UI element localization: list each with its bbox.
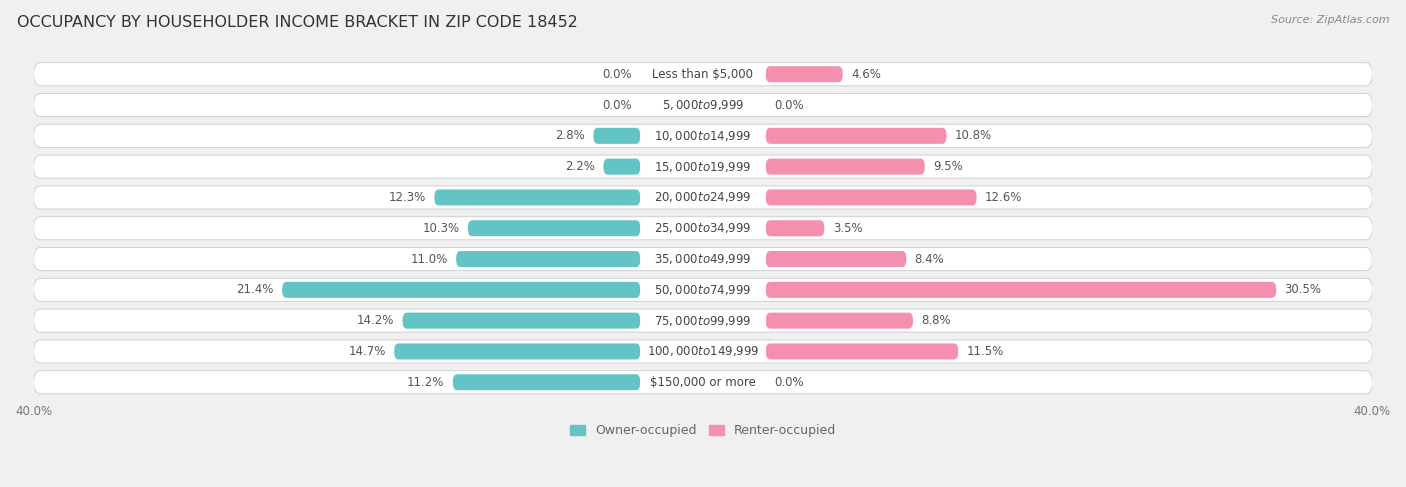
Text: 21.4%: 21.4% — [236, 283, 274, 297]
FancyBboxPatch shape — [766, 189, 977, 206]
Text: 11.5%: 11.5% — [966, 345, 1004, 358]
Text: $10,000 to $14,999: $10,000 to $14,999 — [654, 129, 752, 143]
FancyBboxPatch shape — [34, 340, 1372, 363]
FancyBboxPatch shape — [34, 247, 1372, 271]
FancyBboxPatch shape — [34, 124, 1372, 148]
FancyBboxPatch shape — [283, 282, 640, 298]
FancyBboxPatch shape — [34, 186, 1372, 209]
Text: 30.5%: 30.5% — [1285, 283, 1322, 297]
Text: 8.4%: 8.4% — [915, 253, 945, 265]
Text: 0.0%: 0.0% — [602, 68, 631, 81]
FancyBboxPatch shape — [766, 159, 925, 175]
FancyBboxPatch shape — [766, 66, 842, 82]
Text: 11.2%: 11.2% — [408, 376, 444, 389]
Text: 12.6%: 12.6% — [986, 191, 1022, 204]
FancyBboxPatch shape — [766, 251, 907, 267]
Text: 9.5%: 9.5% — [934, 160, 963, 173]
Text: $20,000 to $24,999: $20,000 to $24,999 — [654, 190, 752, 205]
Text: Less than $5,000: Less than $5,000 — [652, 68, 754, 81]
Text: $50,000 to $74,999: $50,000 to $74,999 — [654, 283, 752, 297]
FancyBboxPatch shape — [434, 189, 640, 206]
Text: $25,000 to $34,999: $25,000 to $34,999 — [654, 221, 752, 235]
Text: 2.2%: 2.2% — [565, 160, 595, 173]
FancyBboxPatch shape — [766, 220, 824, 236]
FancyBboxPatch shape — [640, 251, 766, 267]
FancyBboxPatch shape — [34, 94, 1372, 116]
FancyBboxPatch shape — [640, 97, 766, 113]
Text: $5,000 to $9,999: $5,000 to $9,999 — [662, 98, 744, 112]
Text: 4.6%: 4.6% — [851, 68, 882, 81]
FancyBboxPatch shape — [456, 251, 640, 267]
Text: 12.3%: 12.3% — [389, 191, 426, 204]
Text: 14.2%: 14.2% — [357, 314, 394, 327]
Text: OCCUPANCY BY HOUSEHOLDER INCOME BRACKET IN ZIP CODE 18452: OCCUPANCY BY HOUSEHOLDER INCOME BRACKET … — [17, 15, 578, 30]
Text: 0.0%: 0.0% — [602, 98, 631, 112]
FancyBboxPatch shape — [766, 343, 959, 359]
Text: $75,000 to $99,999: $75,000 to $99,999 — [654, 314, 752, 328]
Legend: Owner-occupied, Renter-occupied: Owner-occupied, Renter-occupied — [565, 419, 841, 442]
Text: 3.5%: 3.5% — [832, 222, 862, 235]
FancyBboxPatch shape — [766, 282, 1277, 298]
FancyBboxPatch shape — [640, 189, 766, 206]
FancyBboxPatch shape — [402, 313, 640, 329]
FancyBboxPatch shape — [34, 309, 1372, 332]
FancyBboxPatch shape — [453, 374, 640, 390]
FancyBboxPatch shape — [468, 220, 640, 236]
Text: 10.8%: 10.8% — [955, 130, 993, 142]
FancyBboxPatch shape — [640, 220, 766, 236]
Text: $150,000 or more: $150,000 or more — [650, 376, 756, 389]
FancyBboxPatch shape — [640, 159, 766, 175]
FancyBboxPatch shape — [34, 371, 1372, 394]
FancyBboxPatch shape — [34, 278, 1372, 301]
FancyBboxPatch shape — [640, 343, 766, 359]
Text: 0.0%: 0.0% — [775, 376, 804, 389]
Text: Source: ZipAtlas.com: Source: ZipAtlas.com — [1271, 15, 1389, 25]
FancyBboxPatch shape — [766, 313, 912, 329]
FancyBboxPatch shape — [34, 63, 1372, 86]
Text: 0.0%: 0.0% — [775, 98, 804, 112]
Text: 8.8%: 8.8% — [921, 314, 950, 327]
FancyBboxPatch shape — [603, 159, 640, 175]
Text: $100,000 to $149,999: $100,000 to $149,999 — [647, 344, 759, 358]
FancyBboxPatch shape — [640, 66, 766, 82]
FancyBboxPatch shape — [766, 128, 946, 144]
Text: $15,000 to $19,999: $15,000 to $19,999 — [654, 160, 752, 174]
Text: $35,000 to $49,999: $35,000 to $49,999 — [654, 252, 752, 266]
Text: 14.7%: 14.7% — [349, 345, 385, 358]
FancyBboxPatch shape — [640, 313, 766, 329]
FancyBboxPatch shape — [593, 128, 640, 144]
Text: 2.8%: 2.8% — [555, 130, 585, 142]
FancyBboxPatch shape — [640, 128, 766, 144]
Text: 11.0%: 11.0% — [411, 253, 447, 265]
FancyBboxPatch shape — [394, 343, 640, 359]
FancyBboxPatch shape — [640, 282, 766, 298]
FancyBboxPatch shape — [34, 217, 1372, 240]
FancyBboxPatch shape — [34, 155, 1372, 178]
FancyBboxPatch shape — [640, 374, 766, 390]
Text: 10.3%: 10.3% — [422, 222, 460, 235]
